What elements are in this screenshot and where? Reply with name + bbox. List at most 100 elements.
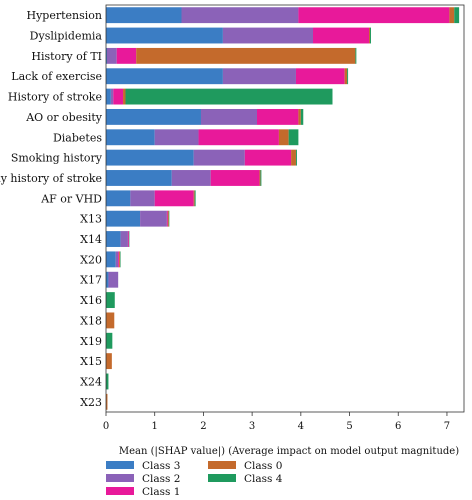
bar-history-of-ti-class-1 (116, 47, 137, 64)
bar-x14-class-1 (127, 231, 129, 247)
bar-x20-class-2 (115, 251, 119, 268)
bar-history-of-stroke-class-3 (106, 88, 111, 105)
bar-history-of-ti-class-3 (106, 47, 107, 64)
y-label-history-of-ti: History of TI (31, 50, 102, 63)
bar-af-or-vhd-class-4 (194, 190, 196, 207)
bar-ao-or-obesity-class-2 (200, 108, 257, 125)
y-label-diabetes: Diabetes (53, 131, 102, 144)
legend-label-class-0: Class 0 (244, 460, 282, 472)
bar-x17-class-3 (106, 271, 109, 288)
bar-x20-class-1 (118, 251, 120, 268)
bar-lack-of-exercise-class-3 (106, 68, 223, 85)
y-label-x16: X16 (80, 294, 102, 307)
bar-lack-of-exercise-class-2 (222, 68, 296, 85)
y-tick-labels: Hypertension Dyslipidemia History of TI Lac… (0, 9, 103, 409)
bar-ao-or-obesity-class-3 (106, 108, 201, 125)
bar-x13-class-4 (168, 210, 170, 227)
x-tick-label-4: 4 (298, 421, 304, 432)
bar-smoking-history-class-0 (291, 149, 296, 166)
bar-af-or-vhd-class-2 (130, 190, 155, 207)
axes-frame (105, 4, 465, 413)
bar-dyslipidemia-class-3 (106, 27, 223, 44)
bar-x14-class-4 (128, 231, 130, 247)
y-label-x19: X19 (80, 335, 102, 348)
bar-lack-of-exercise-class-0 (344, 68, 348, 85)
bar-history-of-ti-class-4 (355, 47, 357, 64)
y-label-history-of-stroke: History of stroke (8, 91, 102, 104)
bar-diabetes-class-2 (154, 129, 199, 146)
legend-swatch-class-2 (106, 474, 134, 482)
legend-label-class-2: Class 2 (142, 473, 180, 485)
bar-hypertension-class-1 (298, 7, 450, 24)
bar-dyslipidemia-class-4 (369, 27, 371, 44)
bar-x16-class-4 (106, 292, 115, 309)
bar-family-history-of-stroke-class-2 (171, 170, 211, 186)
x-tick-label-1: 1 (152, 421, 158, 432)
bar-x23-class-0 (106, 393, 108, 410)
x-tick-label-0: 0 (103, 421, 109, 432)
bar-x13-class-1 (166, 210, 168, 227)
x-tick-label-2: 2 (200, 421, 206, 432)
bar-x24-class-4 (106, 373, 109, 390)
bar-af-or-vhd-class-3 (106, 190, 131, 207)
legend-swatch-class-0 (208, 461, 236, 469)
bar-x20-class-4 (120, 251, 121, 268)
bar-hypertension-class-2 (181, 7, 299, 24)
legend-label-class-1: Class 1 (142, 486, 180, 498)
legend-swatch-class-4 (208, 474, 236, 482)
bar-dyslipidemia-class-2 (222, 27, 314, 44)
bar-hypertension-class-3 (106, 7, 182, 24)
bar-history-of-ti-class-2 (106, 47, 117, 64)
bar-dyslipidemia-class-1 (313, 27, 370, 44)
bar-diabetes-class-3 (106, 129, 155, 146)
bar-lack-of-exercise-class-1 (295, 68, 345, 85)
legend-label-class-3: Class 3 (142, 460, 180, 472)
bar-x13-class-0 (167, 210, 169, 227)
bar-x18-class-0 (106, 312, 115, 329)
bar-diabetes-class-4 (288, 129, 299, 146)
bar-smoking-history-class-3 (106, 149, 194, 166)
bar-family-history-of-stroke-class-0 (259, 170, 261, 186)
y-label-x23: X23 (80, 396, 102, 409)
bar-x14-class-2 (120, 231, 128, 247)
legend-swatch-class-3 (106, 461, 134, 469)
bar-ao-or-obesity-class-1 (256, 108, 299, 125)
bar-af-or-vhd-class-0 (193, 190, 195, 207)
bar-lack-of-exercise-class-4 (347, 68, 349, 85)
bar-smoking-history-class-4 (295, 149, 297, 166)
bar-x14-class-3 (106, 231, 121, 247)
y-label-x15: X15 (80, 355, 102, 368)
x-tick-label-7: 7 (444, 421, 450, 432)
y-label-af-or-vhd: AF or VHD (40, 192, 102, 205)
y-label-x14: X14 (80, 233, 102, 246)
bar-x13-class-3 (106, 210, 141, 227)
y-label-x20: X20 (80, 253, 102, 266)
y-label-x18: X18 (80, 314, 102, 327)
bars-layer (106, 7, 460, 410)
bar-family-history-of-stroke-class-3 (106, 170, 172, 186)
bar-hypertension-class-4 (454, 7, 460, 24)
bar-history-of-ti-class-0 (136, 47, 356, 64)
y-label-hypertension: Hypertension (26, 9, 102, 22)
bar-ao-or-obesity-class-4 (300, 108, 304, 125)
bar-af-or-vhd-class-1 (154, 190, 194, 207)
y-label-x17: X17 (80, 274, 102, 287)
y-label-lack-of-exercise: Lack of exercise (11, 70, 102, 83)
bar-x13-class-2 (140, 210, 167, 227)
bar-x19-class-4 (106, 332, 113, 349)
bar-smoking-history-class-2 (193, 149, 245, 166)
bar-x20-class-3 (106, 251, 116, 268)
bar-diabetes-class-1 (198, 129, 279, 146)
bar-x17-class-2 (108, 271, 119, 288)
legend-swatch-class-1 (106, 487, 134, 495)
x-ticks: 0 1 2 3 4 5 6 7 (103, 412, 450, 432)
bar-history-of-stroke-class-0 (123, 88, 126, 105)
y-label-x24: X24 (80, 375, 102, 388)
plot-frame (105, 4, 465, 413)
y-label-family-history-of-stroke: Family history of stroke (0, 172, 102, 185)
bar-x15-class-0 (106, 353, 112, 370)
x-tick-label-3: 3 (249, 421, 255, 432)
bar-family-history-of-stroke-class-4 (260, 170, 262, 186)
bar-family-history-of-stroke-class-1 (210, 170, 260, 186)
